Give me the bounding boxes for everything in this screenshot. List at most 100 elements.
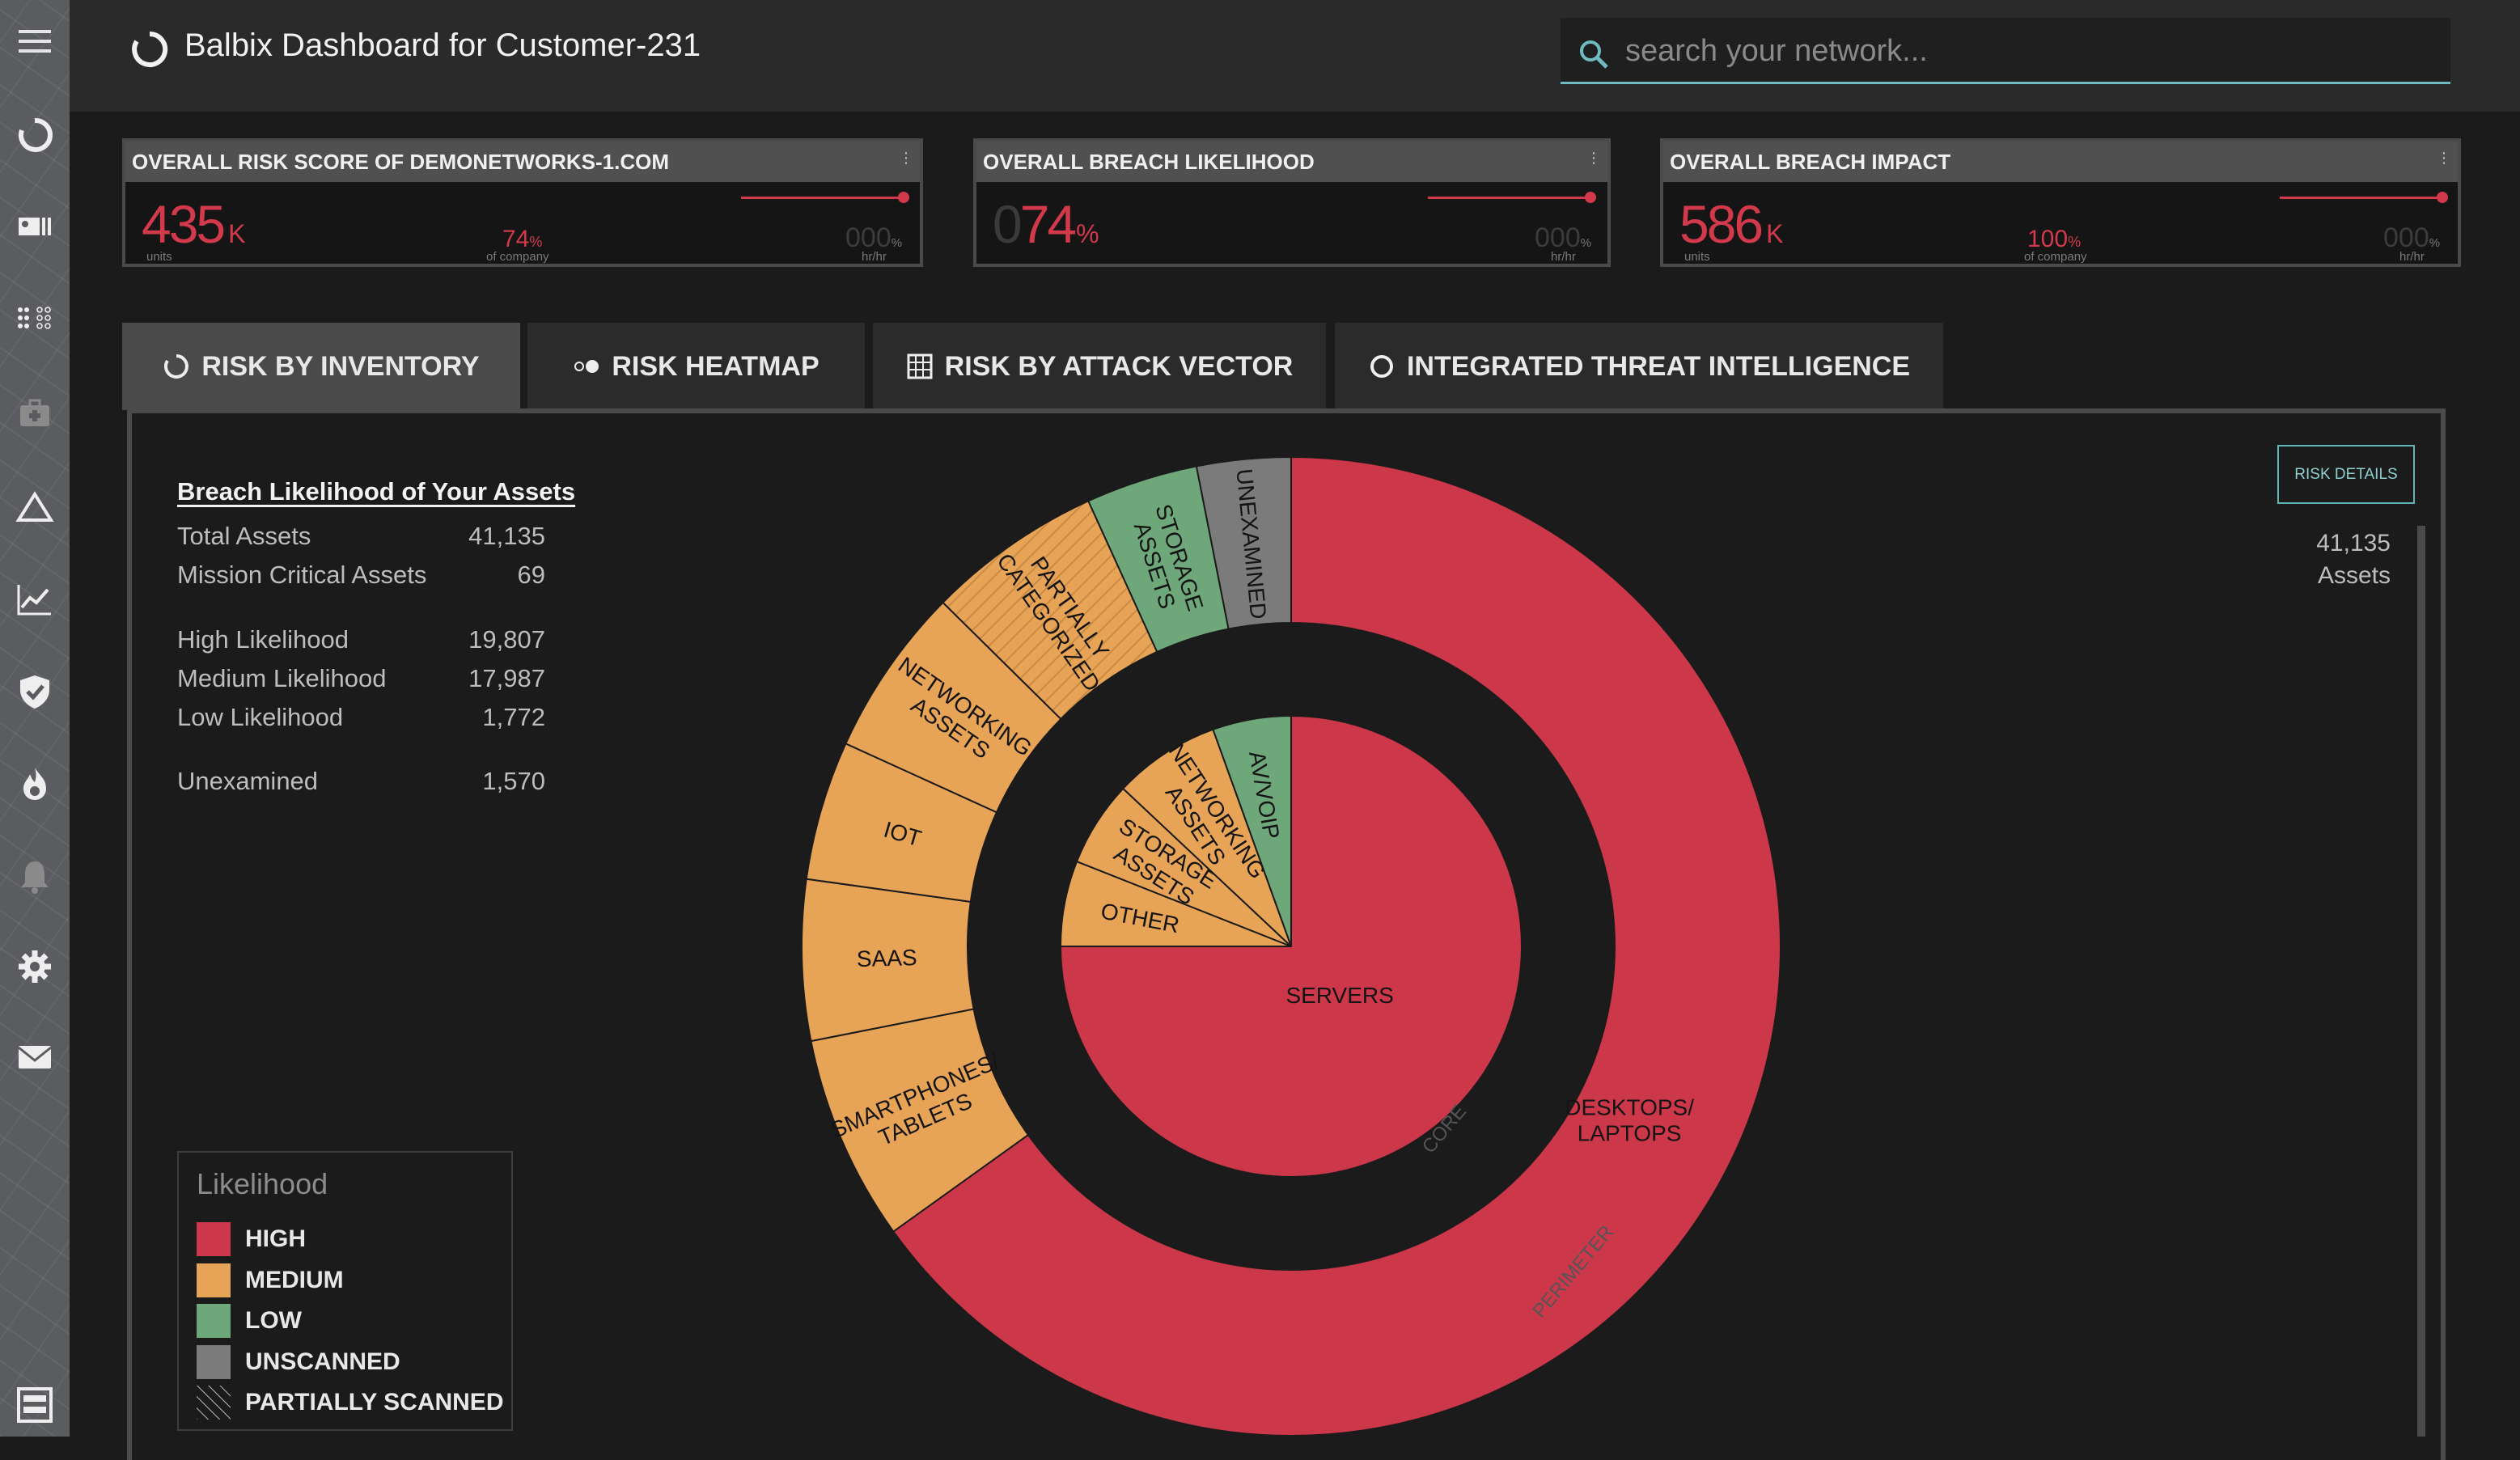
mail-icon[interactable] bbox=[6, 1029, 63, 1085]
tab-risk-by-inventory[interactable]: RISK BY INVENTORY bbox=[122, 323, 520, 410]
breach-likelihood-card: OVERALL BREACH LIKELIHOOD ⋮ 074% 000% hr… bbox=[973, 138, 1611, 267]
assets-count: 41,135 bbox=[2316, 530, 2391, 556]
slice-unexamined[interactable] bbox=[1195, 455, 1292, 630]
legend-label: PARTIALLY SCANNED bbox=[245, 1389, 504, 1416]
row-label: Unexamined bbox=[177, 767, 319, 795]
rate-symbol: % bbox=[891, 236, 903, 250]
percent-caption: of company bbox=[486, 250, 549, 264]
tab-risk-heatmap[interactable]: RISK HEATMAP bbox=[527, 323, 865, 410]
sparkline bbox=[2280, 197, 2442, 199]
row-value: 19,807 bbox=[468, 625, 545, 654]
rate-caption: hr/hr bbox=[1551, 250, 1576, 264]
breach-impact-card: OVERALL BREACH IMPACT ⋮ 586 K units 100% … bbox=[1660, 138, 2461, 267]
summary-row-high-likelihood: High Likelihood 19,807 bbox=[177, 625, 545, 661]
summary-row-unexamined: Unexamined 1,570 bbox=[177, 767, 545, 802]
table-grid-icon bbox=[907, 353, 933, 379]
percent-number: 74 bbox=[502, 226, 530, 252]
more-vertical-icon[interactable]: ⋮ bbox=[899, 150, 913, 167]
summary-row-low-likelihood: Low Likelihood 1,772 bbox=[177, 703, 545, 738]
legend-item-low: LOW bbox=[197, 1304, 302, 1338]
gear-icon[interactable] bbox=[6, 938, 63, 995]
legend-label: LOW bbox=[245, 1307, 302, 1334]
id-card-icon[interactable] bbox=[6, 199, 63, 256]
grid-dots-icon[interactable] bbox=[6, 288, 63, 345]
rate-caption: hr/hr bbox=[862, 250, 887, 264]
warning-triangle-icon[interactable] bbox=[6, 479, 63, 535]
slice-desktops-laptops[interactable] bbox=[892, 455, 1781, 1437]
row-value: 41,135 bbox=[468, 522, 545, 550]
legend-label: HIGH bbox=[245, 1225, 306, 1252]
summary-title[interactable]: Breach Likelihood of Your Assets bbox=[177, 477, 576, 506]
tab-label: INTEGRATED THREAT INTELLIGENCE bbox=[1406, 350, 1911, 382]
legend-item-high: HIGH bbox=[197, 1222, 306, 1256]
sparkline bbox=[741, 197, 903, 199]
row-value: 1,570 bbox=[482, 767, 545, 795]
summary-row-mission-critical: Mission Critical Assets 69 bbox=[177, 561, 545, 596]
bell-icon[interactable] bbox=[6, 848, 63, 904]
row-label: High Likelihood bbox=[177, 625, 349, 654]
percent-symbol: % bbox=[529, 234, 543, 250]
rate-symbol: % bbox=[1580, 236, 1592, 250]
scrollbar[interactable] bbox=[2417, 526, 2425, 1437]
sparkline-dot bbox=[1585, 192, 1596, 203]
heat-dots-icon bbox=[574, 360, 599, 373]
legend-label: UNSCANNED bbox=[245, 1348, 400, 1375]
value-caption: units bbox=[1684, 250, 1710, 264]
percent-value: 100% bbox=[2027, 226, 2081, 253]
hamburger-menu-icon[interactable] bbox=[6, 13, 63, 70]
likelihood-legend: Likelihood HIGH MEDIUM LOW UNSCANNED PAR… bbox=[177, 1151, 513, 1431]
rate-value: 000% bbox=[2383, 222, 2440, 254]
layout-panel-icon[interactable] bbox=[6, 1377, 63, 1433]
slice-label-desktops-laptops: DESKTOPS/LAPTOPS bbox=[1565, 1095, 1694, 1146]
value-number: 586 bbox=[1679, 194, 1764, 254]
legend-swatch bbox=[197, 1304, 231, 1338]
value-number: 435 bbox=[142, 194, 226, 254]
value-number: 74 bbox=[1019, 194, 1077, 254]
more-vertical-icon[interactable]: ⋮ bbox=[1586, 150, 1601, 167]
rate-number: 000 bbox=[2383, 222, 2429, 253]
rate-caption: hr/hr bbox=[2399, 250, 2425, 264]
slice-networking-assets[interactable] bbox=[1121, 728, 1292, 947]
circle-outline-icon bbox=[1370, 355, 1393, 378]
sparkline-dot bbox=[898, 192, 909, 203]
tab-risk-by-attack-vector[interactable]: RISK BY ATTACK VECTOR bbox=[873, 323, 1326, 410]
search-input[interactable] bbox=[1624, 26, 2420, 76]
card-title: OVERALL RISK SCORE OF DEMONETWORKS-1.COM bbox=[132, 150, 669, 174]
tab-label: RISK BY INVENTORY bbox=[201, 350, 480, 382]
risk-details-button[interactable]: RISK DETAILS bbox=[2277, 445, 2415, 504]
legend-item-unscanned: UNSCANNED bbox=[197, 1345, 400, 1379]
row-label: Total Assets bbox=[177, 522, 311, 550]
row-label: Mission Critical Assets bbox=[177, 561, 427, 589]
value-unit: K bbox=[1766, 219, 1784, 248]
more-vertical-icon[interactable]: ⋮ bbox=[2437, 150, 2451, 167]
percent-number: 100 bbox=[2027, 226, 2069, 252]
trend-chart-icon[interactable] bbox=[6, 571, 63, 628]
refresh-ring-icon[interactable] bbox=[6, 107, 63, 163]
summary-row-total-assets: Total Assets 41,135 bbox=[177, 522, 545, 557]
legend-item-partially-scanned: PARTIALLY SCANNED bbox=[197, 1386, 503, 1420]
percent-value: 74% bbox=[502, 226, 542, 253]
row-value: 1,772 bbox=[482, 703, 545, 731]
search-box[interactable] bbox=[1561, 18, 2450, 84]
core-ring: SERVERSOTHERSTORAGEASSETSNETWORKINGASSET… bbox=[1059, 714, 1523, 1178]
card-title: OVERALL BREACH LIKELIHOOD bbox=[983, 150, 1315, 174]
tab-label: RISK BY ATTACK VECTOR bbox=[944, 350, 1294, 382]
flame-icon[interactable] bbox=[6, 755, 63, 812]
value-unit: K bbox=[228, 219, 246, 248]
sidebar bbox=[0, 0, 70, 1437]
value-unit: % bbox=[1076, 219, 1099, 248]
rate-value: 000% bbox=[1535, 222, 1591, 254]
slice-av-voip[interactable] bbox=[1212, 714, 1292, 947]
logo-ring-icon bbox=[132, 31, 168, 67]
tab-label: RISK HEATMAP bbox=[612, 350, 820, 382]
risk-score-card: OVERALL RISK SCORE OF DEMONETWORKS-1.COM… bbox=[122, 138, 923, 267]
app-title: Balbix Dashboard for Customer-231 bbox=[184, 28, 701, 63]
assets-count-label: Assets bbox=[2317, 562, 2391, 589]
value-prefix: 0 bbox=[993, 194, 1023, 254]
row-value: 17,987 bbox=[468, 664, 545, 692]
shield-check-icon[interactable] bbox=[6, 663, 63, 720]
percent-caption: of company bbox=[2024, 250, 2087, 264]
tab-integrated-threat-intelligence[interactable]: INTEGRATED THREAT INTELLIGENCE bbox=[1335, 323, 1943, 410]
medical-kit-icon[interactable] bbox=[6, 385, 63, 442]
